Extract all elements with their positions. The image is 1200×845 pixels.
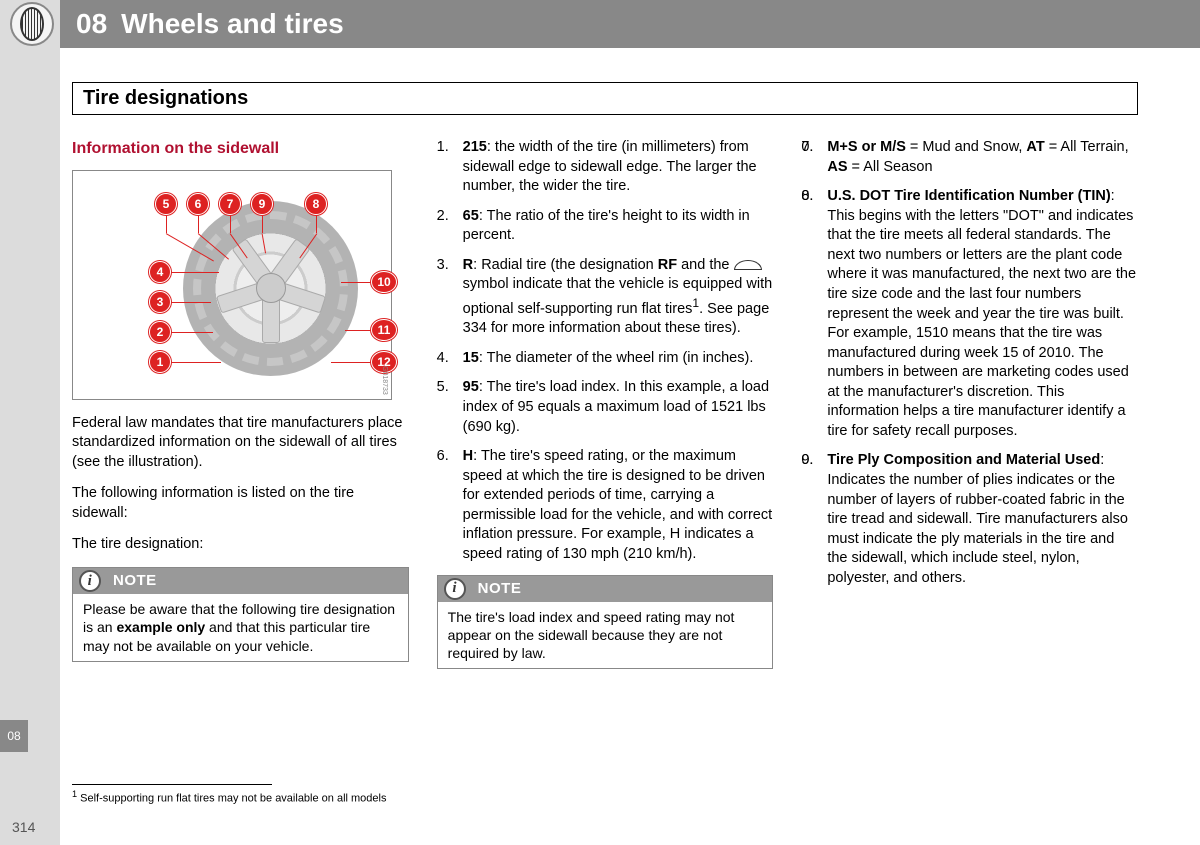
runflat-symbol-icon: [734, 260, 762, 270]
info-icon: i: [79, 570, 101, 592]
callout-9: 9: [251, 193, 273, 215]
section-banner: Tire designations: [72, 82, 1138, 115]
callout-10: 10: [371, 271, 397, 293]
footnote: 1 Self-supporting run flat tires may not…: [72, 789, 386, 805]
section-title: Tire designations: [83, 87, 1127, 110]
subsection-heading: Information on the sidewall: [72, 138, 409, 160]
paragraph: The following information is listed on t…: [72, 484, 409, 523]
list-item: 9.Tire Ply Composition and Material Used…: [801, 451, 1138, 588]
column-2: 215: the width of the tire (in millimete…: [437, 138, 774, 669]
callout-11: 11: [371, 319, 397, 341]
callout-6: 6: [187, 193, 209, 215]
designation-list-cont: 7.M+S or M/S = Mud and Snow, AT = All Te…: [801, 138, 1138, 588]
wheel-graphic: [183, 201, 358, 376]
chapter-title: Wheels and tires: [121, 8, 344, 40]
list-item: 65: The ratio of the tire's height to it…: [437, 207, 774, 246]
page-number: 314: [12, 819, 35, 835]
list-item: R: Radial tire (the designation RF and t…: [437, 256, 774, 339]
callout-7: 7: [219, 193, 241, 215]
note-body: The tire's load index and speed rating m…: [438, 602, 773, 669]
callout-8: 8: [305, 193, 327, 215]
callout-2: 2: [149, 321, 171, 343]
info-icon: i: [444, 578, 466, 600]
image-code: G018733: [380, 366, 389, 395]
list-item: 95: The tire's load index. In this examp…: [437, 378, 774, 437]
content-area: Information on the sidewall 1 2 3 4 5: [72, 138, 1138, 669]
paragraph: Federal law mandates that tire manufactu…: [72, 414, 409, 473]
sidebar: 08: [0, 0, 60, 845]
callout-5: 5: [155, 193, 177, 215]
side-chapter-tab: 08: [0, 720, 28, 752]
chapter-header: 08 Wheels and tires: [60, 0, 1200, 48]
list-item: H: The tire's speed rating, or the maxim…: [437, 447, 774, 564]
tire-diagram: 1 2 3 4 5 6 7 9 8 10 11 12 G018733: [72, 170, 392, 400]
designation-list: 215: the width of the tire (in millimete…: [437, 138, 774, 565]
note-header: iNOTE: [438, 576, 773, 602]
callout-4: 4: [149, 261, 171, 283]
callout-3: 3: [149, 291, 171, 313]
note-box: iNOTE The tire's load index and speed ra…: [437, 575, 774, 670]
list-item: 7.M+S or M/S = Mud and Snow, AT = All Te…: [801, 138, 1138, 177]
paragraph: The tire designation:: [72, 535, 409, 555]
note-header: iNOTE: [73, 568, 408, 594]
list-item: 215: the width of the tire (in millimete…: [437, 138, 774, 197]
list-item: 8.U.S. DOT Tire Identification Number (T…: [801, 187, 1138, 441]
callout-1: 1: [149, 351, 171, 373]
note-box: iNOTE Please be aware that the following…: [72, 567, 409, 662]
list-item: 15: The diameter of the wheel rim (in in…: [437, 349, 774, 369]
column-1: Information on the sidewall 1 2 3 4 5: [72, 138, 409, 669]
chapter-number: 08: [76, 8, 107, 40]
column-3: 7.M+S or M/S = Mud and Snow, AT = All Te…: [801, 138, 1138, 669]
note-body: Please be aware that the following tire …: [73, 594, 408, 661]
tire-icon: [10, 2, 54, 46]
footnote-rule: [72, 784, 272, 785]
